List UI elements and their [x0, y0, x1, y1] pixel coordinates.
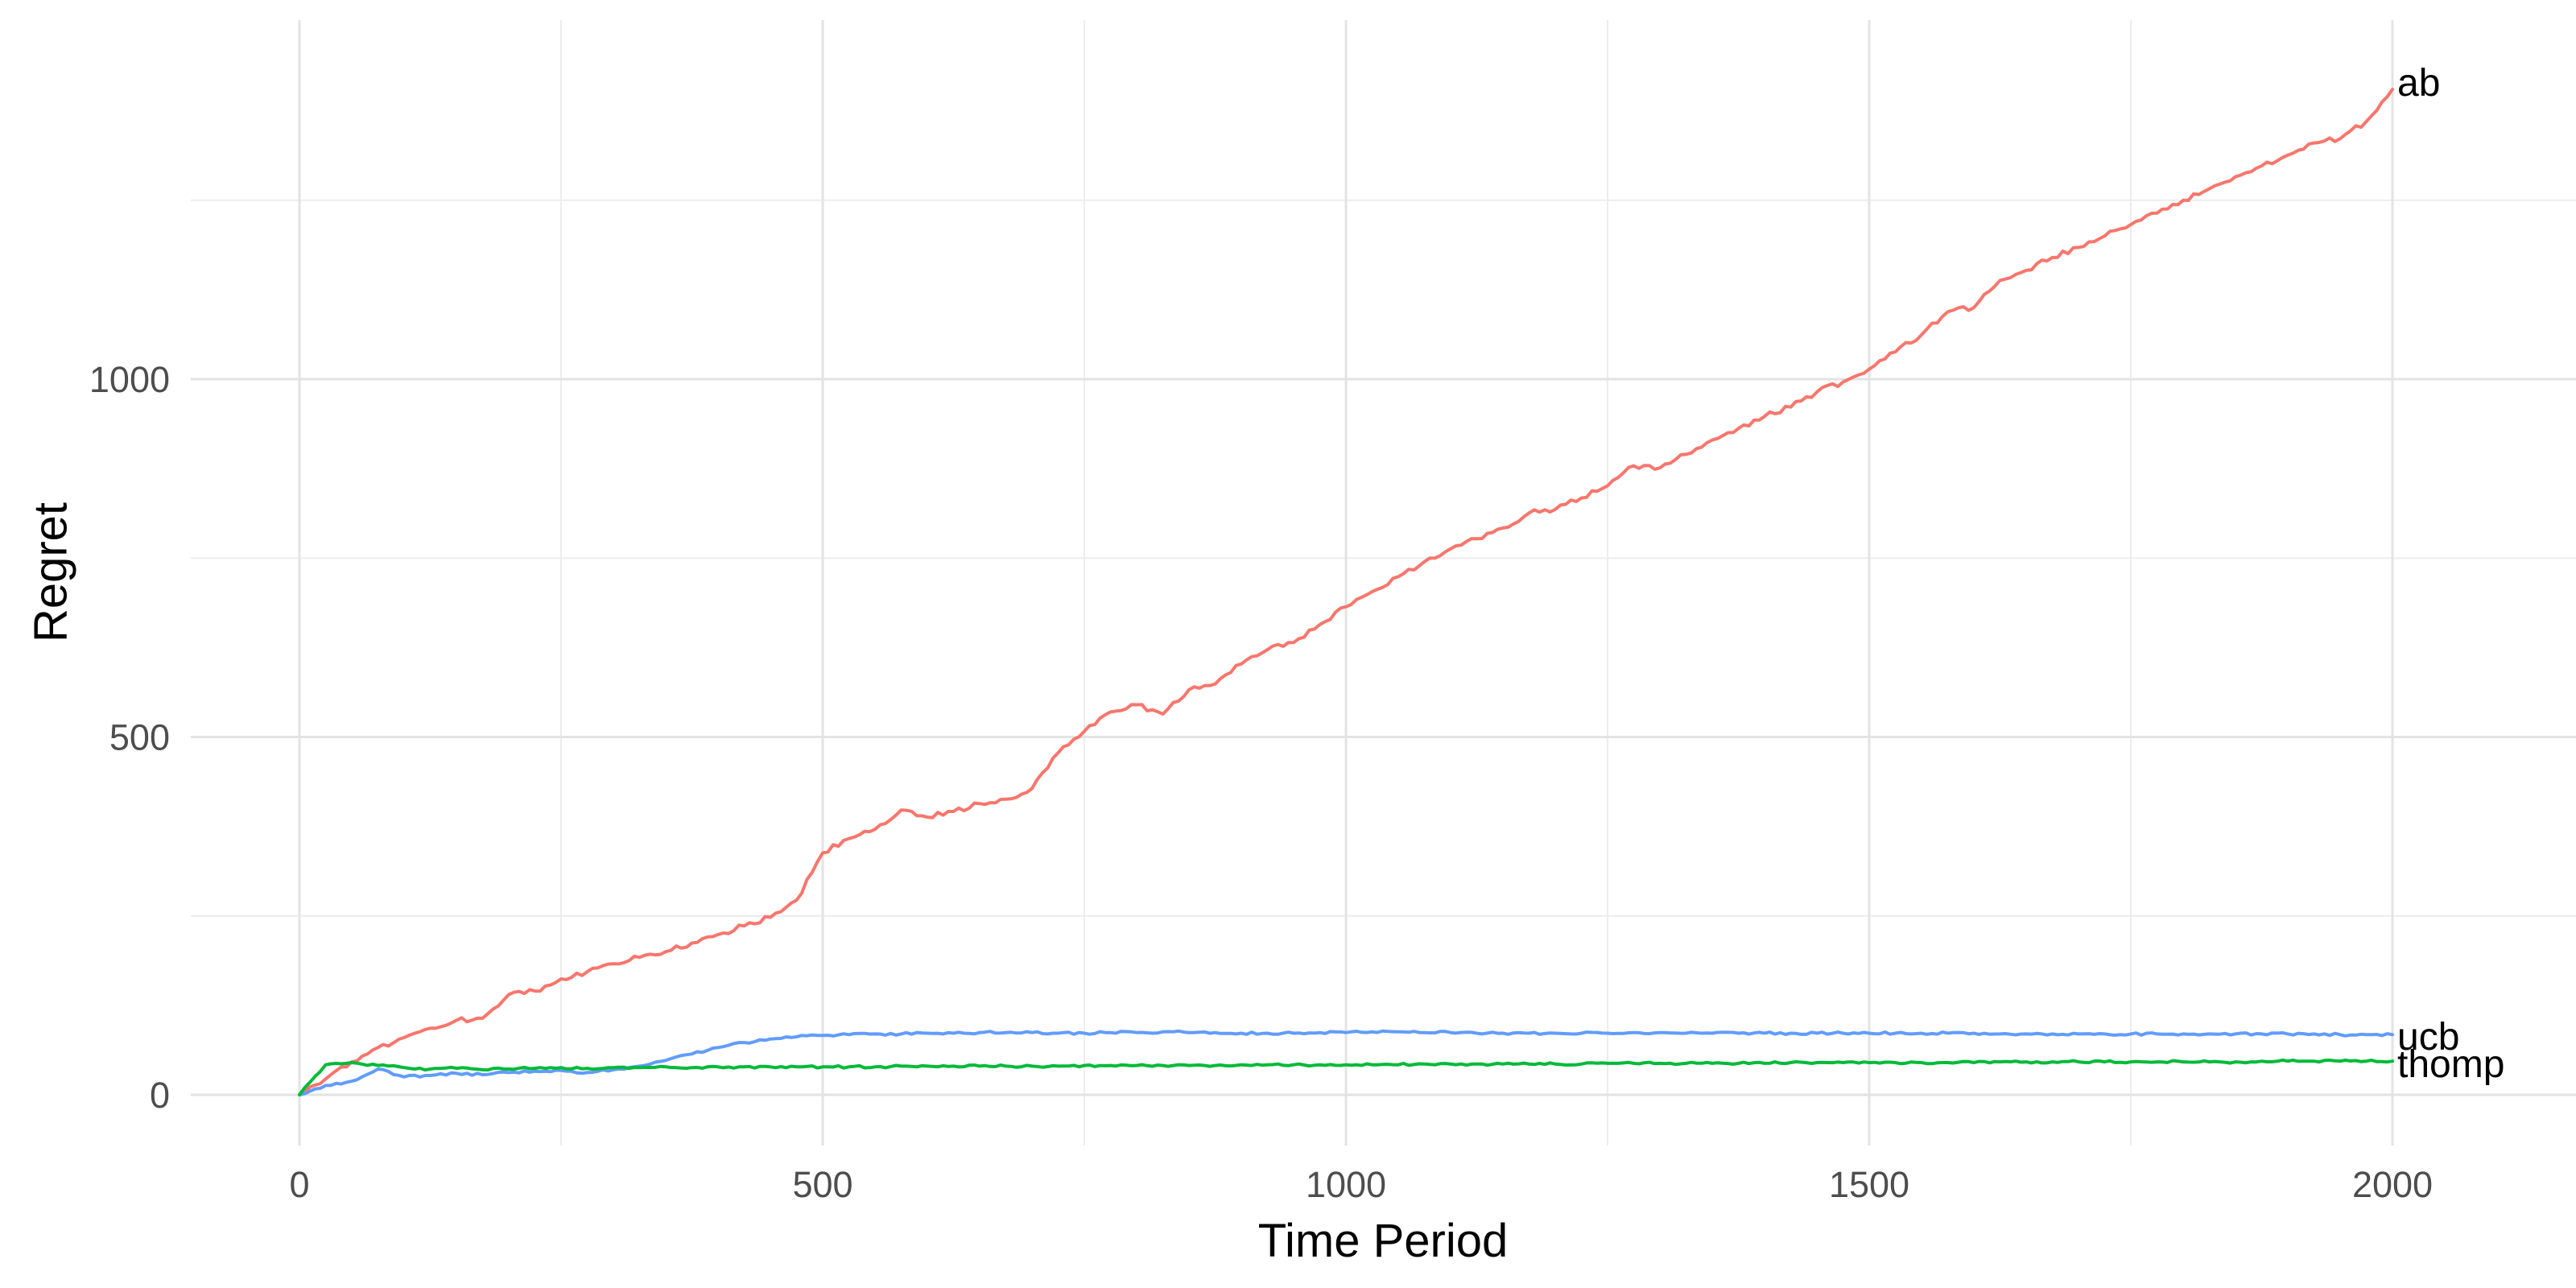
x-tick-label: 0	[289, 1164, 309, 1205]
x-tick-label: 2000	[2352, 1164, 2433, 1205]
series-line-ab	[298, 88, 2394, 1096]
series-label-ab: ab	[2397, 62, 2441, 105]
series-line-thomp	[298, 1058, 2394, 1096]
series-label-thomp: thomp	[2397, 1043, 2505, 1086]
x-axis-title: Time Period	[1257, 1215, 1509, 1267]
x-tick-label: 1500	[1829, 1164, 1909, 1205]
series-label-ucb: ucb	[2397, 1016, 2460, 1059]
y-axis-title: Regret	[24, 502, 77, 643]
y-tick-label: 1000	[89, 359, 170, 400]
series-line-ucb	[298, 1029, 2394, 1096]
y-tick-label: 500	[109, 717, 170, 758]
x-tick-label: 500	[792, 1164, 852, 1205]
x-tick-label: 1000	[1306, 1164, 1386, 1205]
y-tick-label: 0	[150, 1075, 170, 1116]
